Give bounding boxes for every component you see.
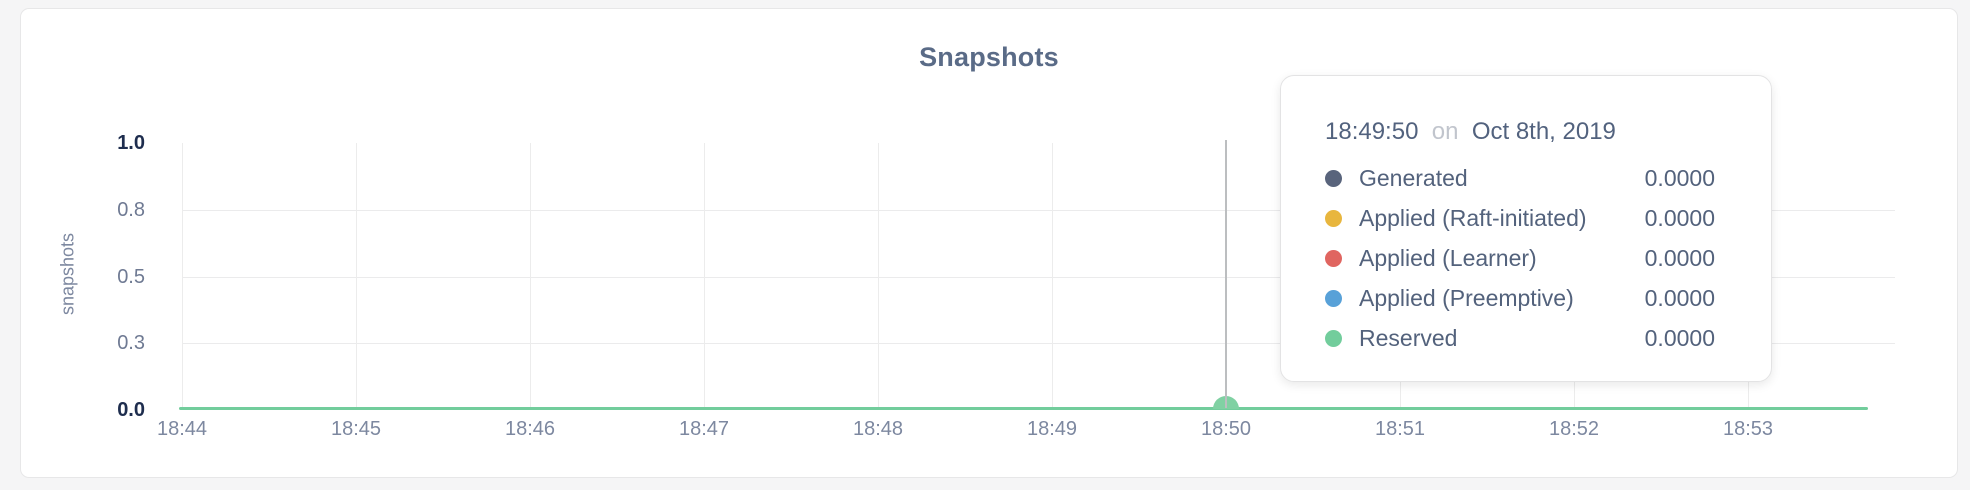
tooltip-series-row: Applied (Preemptive) 0.0000 [1325, 278, 1715, 318]
chart-title: Snapshots [919, 42, 1059, 72]
x-tick-label: 18:50 [1200, 418, 1252, 440]
horizontal-gridline [182, 276, 1895, 278]
tooltip-series-row: Reserved 0.0000 [1325, 318, 1715, 358]
x-tick-label: 18:47 [678, 418, 730, 440]
y-tick-label: 0.0 [117, 399, 145, 421]
tooltip-date: Oct 8th, 2019 [1471, 118, 1616, 145]
tooltip-series-row: Applied (Learner) 0.0000 [1325, 238, 1715, 278]
series-value: 0.0000 [1644, 204, 1715, 231]
x-tick-label: 18:49 [1026, 418, 1078, 440]
series-value: 0.0000 [1644, 244, 1715, 271]
series-label: Reserved [1359, 324, 1458, 351]
y-tick-label: 1.0 [117, 132, 145, 154]
series-label: Applied (Raft-initiated) [1359, 204, 1587, 231]
tooltip-time: 18:49:50 [1325, 118, 1419, 145]
vertical-gridline [356, 143, 357, 410]
series-label: Generated [1359, 164, 1468, 191]
series-color-dot [1325, 289, 1342, 307]
x-tick-label: 18:45 [330, 418, 382, 440]
x-tick-label: 18:46 [504, 418, 556, 440]
x-tick-label: 18:52 [1548, 418, 1600, 440]
tooltip-conjunction-word: on [1431, 118, 1459, 145]
tooltip-rows: Generated 0.0000 Applied (Raft-initiated) 0… [1325, 158, 1715, 358]
tooltip-series-row: Applied (Raft-initiated) 0.0000 [1325, 198, 1715, 238]
y-tick-label: 0.5 [117, 265, 145, 288]
series-color-dot [1325, 249, 1342, 267]
series-value: 0.0000 [1644, 164, 1715, 191]
x-tick-label: 18:51 [1374, 418, 1426, 440]
series-color-dot [1325, 169, 1342, 187]
tooltip-conjunction-space [1458, 118, 1465, 145]
y-tick-label: 0.3 [117, 332, 145, 355]
vertical-gridline [704, 143, 705, 410]
x-tick-label: 18:44 [156, 418, 208, 440]
x-tick-label: 18:48 [852, 418, 904, 440]
series-value: 0.0000 [1644, 284, 1715, 311]
hover-guideline [1225, 140, 1227, 408]
y-tick-label: 0.8 [117, 198, 145, 221]
vertical-gridline [182, 143, 183, 410]
vertical-gridline [1052, 143, 1053, 410]
series-line-reserved [179, 407, 1868, 410]
series-value: 0.0000 [1644, 324, 1715, 351]
vertical-gridline [530, 143, 531, 410]
horizontal-gridline [182, 209, 1895, 211]
series-label: Applied (Learner) [1359, 244, 1537, 271]
x-tick-label: 18:53 [1722, 418, 1774, 440]
tooltip-header: 18:49:50 on Oct 8th, 2019 [1325, 118, 1715, 146]
vertical-gridline [878, 143, 879, 410]
tooltip-conjunction [1425, 118, 1432, 145]
horizontal-gridline [182, 343, 1895, 345]
series-label: Applied (Preemptive) [1359, 284, 1574, 311]
chart-tooltip: 18:49:50 on Oct 8th, 2019 Generated 0.000… [1280, 75, 1772, 382]
series-color-dot [1325, 209, 1342, 227]
series-color-dot [1325, 329, 1342, 347]
tooltip-series-row: Generated 0.0000 [1325, 158, 1715, 198]
